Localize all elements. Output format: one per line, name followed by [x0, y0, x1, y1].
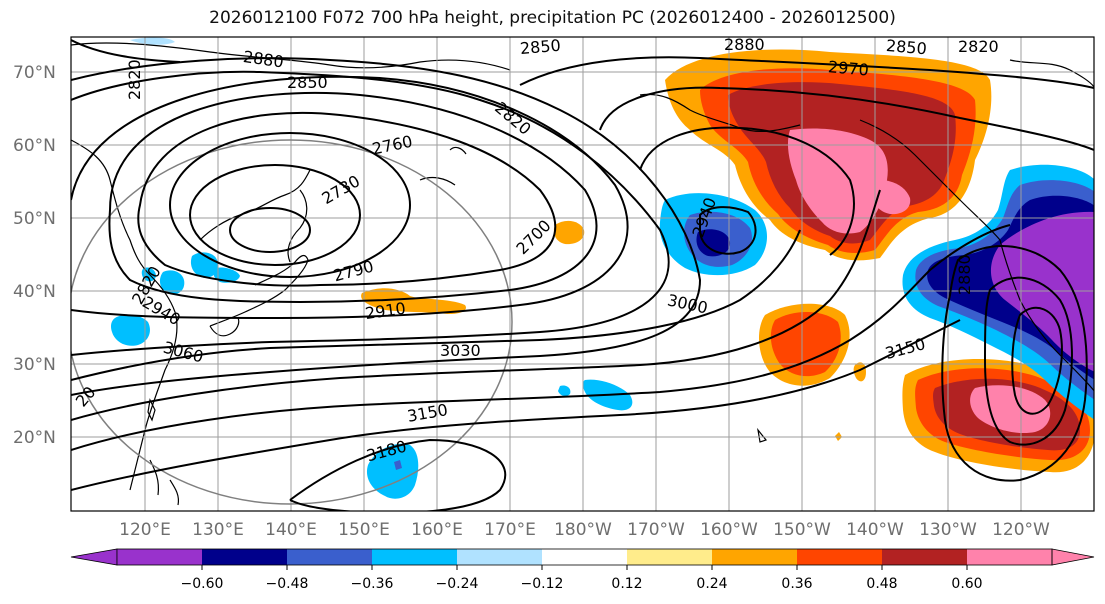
height-contours [71, 39, 1094, 511]
colorbar-tick-label: 0.24 [696, 576, 727, 592]
colorbar-tick-label: −0.48 [266, 576, 309, 592]
lon-label: 170°W [627, 520, 685, 540]
colorbar-tick-label: 0.36 [781, 576, 812, 592]
contour-label: 2970 [827, 57, 869, 79]
contour-label: 2850 [519, 36, 561, 58]
colorbar-segment [202, 549, 287, 565]
colorbar-tick-label: 0.12 [611, 576, 642, 592]
colorbar-segment [967, 549, 1052, 565]
colorbar-segment [457, 549, 542, 565]
lon-label: 180°W [554, 520, 612, 540]
latitude-labels: 70°N 60°N 50°N 40°N 30°N 20°N [13, 63, 56, 448]
contour-label: 2820 [125, 59, 144, 100]
lon-label: 160°E [411, 520, 463, 540]
lat-label: 50°N [13, 209, 56, 229]
colorbar: −0.60 −0.48 −0.36 −0.24 −0.12 0.12 0.24 … [70, 548, 1095, 592]
contour-label: 2880 [955, 254, 974, 295]
contour-label: 2850 [287, 73, 328, 92]
lon-label: 140°W [846, 520, 904, 540]
map-frame [70, 36, 1095, 512]
colorbar-segment [1051, 548, 1095, 566]
colorbar-segment [797, 549, 882, 565]
colorbar-tick-label: −0.24 [436, 576, 479, 592]
colorbar-segment [542, 549, 627, 565]
positive-anomaly-shading [361, 49, 1094, 473]
lon-label: 130°W [919, 520, 977, 540]
coastlines [71, 42, 1094, 506]
colorbar-segment [70, 548, 118, 566]
colorbar-segment [372, 549, 457, 565]
colorbar-segment [882, 549, 967, 565]
lat-label: 70°N [13, 63, 56, 83]
lat-label: 40°N [13, 282, 56, 302]
lat-label: 20°N [13, 428, 56, 448]
contour-label: 2820 [958, 37, 999, 56]
lat-label: 30°N [13, 355, 56, 375]
contour-label: 2850 [885, 36, 927, 58]
lon-label: 170°E [484, 520, 536, 540]
contour-label: 2880 [724, 35, 765, 54]
colorbar-segment [712, 549, 797, 565]
lon-label: 120°W [992, 520, 1050, 540]
colorbar-tick-label: −0.12 [521, 576, 564, 592]
longitude-labels: 120°E 130°E 140°E 150°E 160°E 170°E 180°… [119, 520, 1050, 540]
region-circle [71, 139, 513, 505]
lon-label: 120°E [119, 520, 171, 540]
colorbar-segment [117, 549, 202, 565]
colorbar-segment [627, 549, 712, 565]
colorbar-tick-label: −0.60 [181, 576, 224, 592]
lon-label: 150°W [773, 520, 831, 540]
lat-label: 60°N [13, 136, 56, 156]
colorbar-tick-label: 0.48 [866, 576, 897, 592]
lon-label: 160°W [700, 520, 758, 540]
lon-label: 130°E [192, 520, 244, 540]
colorbar-tick-label: −0.36 [351, 576, 394, 592]
colorbar-tick-label: 0.60 [951, 576, 982, 592]
map-title: 2026012100 F072 700 hPa height, precipit… [209, 8, 896, 28]
lon-label: 140°E [265, 520, 317, 540]
contour-label: 3030 [440, 341, 481, 360]
colorbar-segment [287, 549, 372, 565]
lon-label: 150°E [338, 520, 390, 540]
